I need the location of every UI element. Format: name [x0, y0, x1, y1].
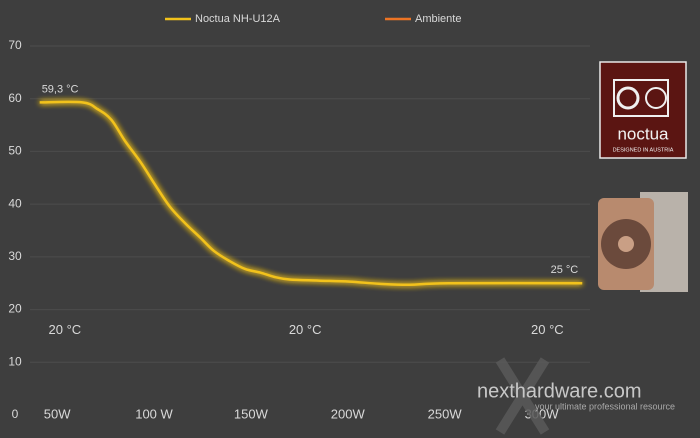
- x-tick-label: 150W: [234, 406, 269, 421]
- data-label: 25 °C: [551, 264, 579, 276]
- brand-logo: noctua DESIGNED IN AUSTRIA: [599, 61, 687, 159]
- y-tick-label: 30: [8, 249, 22, 263]
- y-tick-label: 70: [8, 38, 22, 52]
- y-tick-label: 60: [8, 91, 22, 105]
- brand-tagline: DESIGNED IN AUSTRIA: [613, 147, 674, 153]
- line: [39, 100, 583, 287]
- y-tick-label: 20: [8, 302, 22, 316]
- y-tick-label: 40: [8, 196, 22, 210]
- data-label: 20 °C: [289, 322, 322, 337]
- watermark-tagline: your ultimate professional resource: [535, 401, 675, 411]
- legend-label: Ambiente: [415, 13, 461, 25]
- x-tick-label: 50W: [44, 406, 71, 421]
- y-tick-label: 50: [8, 144, 22, 158]
- brand-name: noctua: [617, 124, 669, 143]
- data-label: 59,3 °C: [42, 83, 79, 95]
- x-tick-label: 200W: [331, 406, 366, 421]
- cooler-image: [598, 192, 688, 292]
- x-tick-label: 100 W: [135, 406, 173, 421]
- y-tick-label: 10: [8, 354, 22, 368]
- x-tick-label: 250W: [428, 406, 463, 421]
- watermark: nexthardware.com your ultimate professio…: [477, 357, 675, 435]
- legend-label: Noctua NH-U12A: [195, 13, 281, 25]
- watermark-site: nexthardware.com: [477, 380, 642, 402]
- y-tick-label: 0: [12, 407, 19, 421]
- data-label: 20 °C: [49, 322, 82, 337]
- data-label: 20 °C: [531, 322, 564, 337]
